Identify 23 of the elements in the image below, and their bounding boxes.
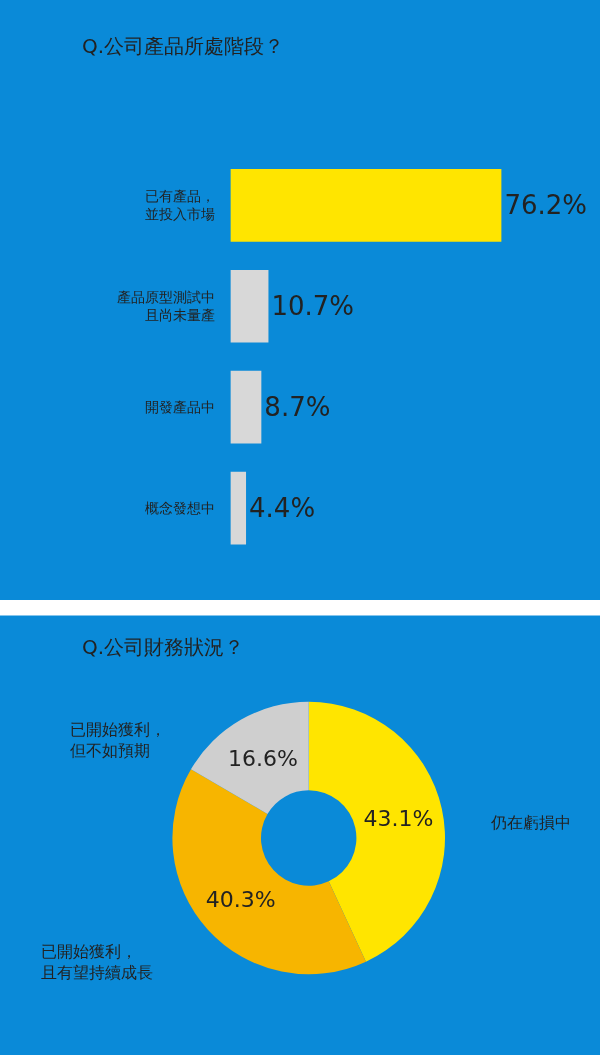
y-tick-label: 已有產品，並投入市場 xyxy=(145,188,216,223)
slice-label: 已開始獲利，但不如預期 xyxy=(70,720,166,760)
chart-title: Q.公司財務狀況？ xyxy=(82,635,245,659)
slice-label: 已開始獲利，且有望持續成長 xyxy=(41,942,153,982)
bar xyxy=(230,370,262,444)
y-tick-label: 開發產品中 xyxy=(145,399,216,416)
y-tick-label: 產品原型測試中且尚未量產 xyxy=(117,289,216,324)
data-label: 40.3% xyxy=(205,887,276,913)
donut-slice xyxy=(190,701,309,814)
y-tick-label: 概念發想中 xyxy=(145,499,216,516)
bar xyxy=(230,169,502,242)
data-label: 8.7% xyxy=(264,392,331,423)
data-label: 43.1% xyxy=(363,805,434,831)
bar xyxy=(230,269,269,343)
donut-slice xyxy=(172,769,366,975)
data-label: 4.4% xyxy=(249,493,316,524)
bar xyxy=(230,471,247,545)
data-label: 76.2% xyxy=(504,190,587,221)
data-label: 16.6% xyxy=(227,745,298,771)
slice-label: 仍在虧損中 xyxy=(490,813,571,832)
data-label: 10.7% xyxy=(271,291,355,322)
chart-title: Q.公司產品所處階段？ xyxy=(82,34,285,58)
donut-slice xyxy=(308,701,445,962)
